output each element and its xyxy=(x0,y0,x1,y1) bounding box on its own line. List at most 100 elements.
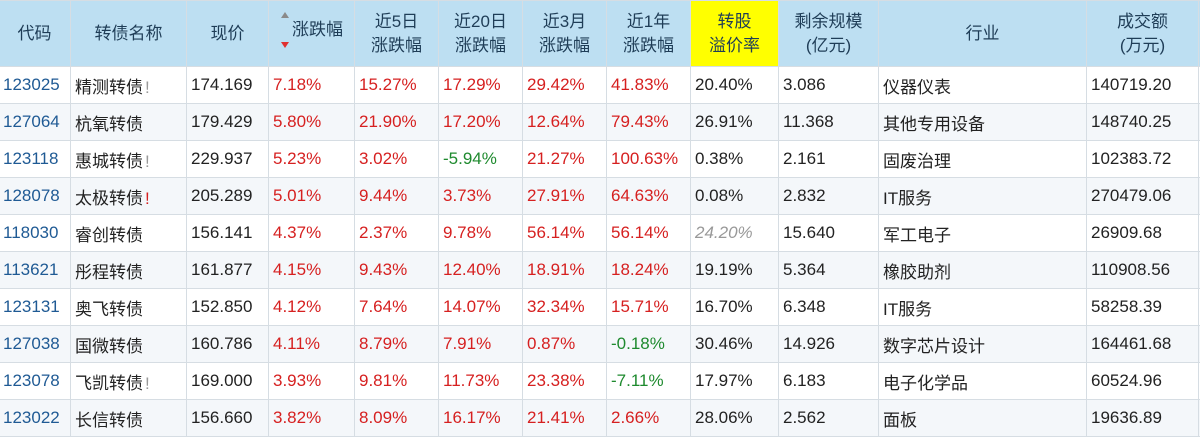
bond-chg3m: 18.91% xyxy=(522,251,607,289)
table-header-row: 代码 转债名称 现价 涨跌幅 近5日 涨跌幅 近20日 涨跌幅 近3月 涨跌幅 近1年… xyxy=(0,0,1200,67)
header-industry[interactable]: 行业 xyxy=(878,0,1087,67)
bond-chg1y: 18.24% xyxy=(606,251,691,289)
header-price-label: 现价 xyxy=(210,23,245,43)
sort-desc-icon xyxy=(280,10,290,50)
header-premium-line1: 转股 xyxy=(717,11,752,31)
bond-volume: 110908.56 xyxy=(1086,251,1199,289)
warning-flag-icon: ! xyxy=(145,77,150,97)
bond-price: 156.660 xyxy=(186,399,269,437)
header-price[interactable]: 现价 xyxy=(186,0,269,67)
bond-industry: IT服务 xyxy=(878,288,1087,326)
header-remaining[interactable]: 剩余规模 (亿元) xyxy=(778,0,879,67)
bond-code[interactable]: 123078 xyxy=(0,362,71,400)
bond-chg3m: 0.87% xyxy=(522,325,607,363)
bond-remaining: 14.926 xyxy=(778,325,879,363)
bond-chg3m: 32.34% xyxy=(522,288,607,326)
bond-name[interactable]: 彤程转债 xyxy=(70,251,187,289)
table-row[interactable]: 127038 国微转债 160.786 4.11% 8.79% 7.91% 0.87% -0.… xyxy=(0,325,1200,363)
warning-flag-icon: ! xyxy=(145,151,150,171)
bond-name[interactable]: 国微转债 xyxy=(70,325,187,363)
bond-chg5d: 21.90% xyxy=(354,103,439,141)
bond-chg3m: 27.91% xyxy=(522,177,607,215)
bond-name[interactable]: 惠城转债! xyxy=(70,140,187,178)
header-chg1y-line2: 涨跌幅 xyxy=(623,35,674,55)
table-row[interactable]: 128078 太极转债! 205.289 5.01% 9.44% 3.73% 27.91% 6… xyxy=(0,177,1200,215)
bond-remaining: 3.086 xyxy=(778,66,879,104)
bond-name-label: 杭氧转债 xyxy=(75,114,143,134)
bond-name[interactable]: 杭氧转债 xyxy=(70,103,187,141)
bond-remaining: 6.183 xyxy=(778,362,879,400)
bond-change: 3.93% xyxy=(268,362,355,400)
bond-code[interactable]: 127038 xyxy=(0,325,71,363)
bond-code[interactable]: 128078 xyxy=(0,177,71,215)
bond-chg1y: 56.14% xyxy=(606,214,691,252)
bond-premium: 20.40% xyxy=(690,66,779,104)
bond-name-label: 飞凯转债 xyxy=(75,373,143,393)
bond-chg3m: 29.42% xyxy=(522,66,607,104)
bond-premium: 24.20% xyxy=(690,214,779,252)
bond-industry: 橡胶助剂 xyxy=(878,251,1087,289)
bond-code[interactable]: 123022 xyxy=(0,399,71,437)
bond-name[interactable]: 飞凯转债! xyxy=(70,362,187,400)
header-chg3m[interactable]: 近3月涨跌幅 xyxy=(522,0,607,67)
bond-name[interactable]: 精测转债! xyxy=(70,66,187,104)
bond-name[interactable]: 奥飞转债 xyxy=(70,288,187,326)
bond-name[interactable]: 长信转债 xyxy=(70,399,187,437)
bond-change: 4.12% xyxy=(268,288,355,326)
table-row[interactable]: 123131 奥飞转债 152.850 4.12% 7.64% 14.07% 32.34% 1… xyxy=(0,288,1200,326)
table-row[interactable]: 123025 精测转债! 174.169 7.18% 15.27% 17.29% 29.42… xyxy=(0,66,1200,104)
bond-industry: 其他专用设备 xyxy=(878,103,1087,141)
bond-price: 229.937 xyxy=(186,140,269,178)
header-premium-line2: 溢价率 xyxy=(709,35,760,55)
bond-chg1y: -7.11% xyxy=(606,362,691,400)
bond-name-label: 太极转债 xyxy=(75,188,143,208)
header-volume[interactable]: 成交额 (万元) xyxy=(1086,0,1199,67)
bond-name[interactable]: 太极转债! xyxy=(70,177,187,215)
bond-code[interactable]: 123131 xyxy=(0,288,71,326)
bond-volume: 148740.25 xyxy=(1086,103,1199,141)
bond-chg5d: 8.79% xyxy=(354,325,439,363)
bond-chg1y: 15.71% xyxy=(606,288,691,326)
bond-code[interactable]: 127064 xyxy=(0,103,71,141)
table-row[interactable]: 118030 睿创转债 156.141 4.37% 2.37% 9.78% 56.14% 56… xyxy=(0,214,1200,252)
table-row[interactable]: 123022 长信转债 156.660 3.82% 8.09% 16.17% 21.41% 2… xyxy=(0,399,1200,437)
table-row[interactable]: 123118 惠城转债! 229.937 5.23% 3.02% -5.94% 21.27%… xyxy=(0,140,1200,178)
bond-chg3m: 21.41% xyxy=(522,399,607,437)
bond-change: 3.82% xyxy=(268,399,355,437)
bond-premium: 26.91% xyxy=(690,103,779,141)
header-change[interactable]: 涨跌幅 xyxy=(268,0,355,67)
bond-chg20d: 9.78% xyxy=(438,214,523,252)
bond-remaining: 2.832 xyxy=(778,177,879,215)
header-chg20d-line1: 近20日 xyxy=(454,11,507,31)
header-chg1y[interactable]: 近1年 涨跌幅 xyxy=(606,0,691,67)
header-chg3m-line1: 近3月 xyxy=(542,11,587,31)
bond-price: 161.877 xyxy=(186,251,269,289)
bond-chg5d: 3.02% xyxy=(354,140,439,178)
bond-code[interactable]: 123118 xyxy=(0,140,71,178)
table-row[interactable]: 113621 彤程转债 161.877 4.15% 9.43% 12.40% 18.91% 1… xyxy=(0,251,1200,289)
bond-price: 169.000 xyxy=(186,362,269,400)
bond-chg5d: 15.27% xyxy=(354,66,439,104)
header-name[interactable]: 转债名称 xyxy=(70,0,187,67)
header-chg5d-line2: 涨跌幅 xyxy=(371,35,422,55)
table-row[interactable]: 127064 杭氧转债 179.429 5.80% 21.90% 17.20% 12.64%… xyxy=(0,103,1200,141)
bond-code[interactable]: 113621 xyxy=(0,251,71,289)
header-code[interactable]: 代码 xyxy=(0,0,71,67)
bond-chg3m: 21.27% xyxy=(522,140,607,178)
bond-code[interactable]: 123025 xyxy=(0,66,71,104)
table-row[interactable]: 123078 飞凯转债! 169.000 3.93% 9.81% 11.73% 23.38%… xyxy=(0,362,1200,400)
bond-volume: 19636.89 xyxy=(1086,399,1199,437)
bond-volume: 270479.06 xyxy=(1086,177,1199,215)
header-volume-line2: (万元) xyxy=(1119,35,1166,55)
header-chg3m-line2: 涨跌幅 xyxy=(539,35,590,55)
header-chg20d[interactable]: 近20日 涨跌幅 xyxy=(438,0,523,67)
bond-chg5d: 9.81% xyxy=(354,362,439,400)
bond-industry: 电子化学品 xyxy=(878,362,1087,400)
bond-code[interactable]: 118030 xyxy=(0,214,71,252)
bond-volume: 140719.20 xyxy=(1086,66,1199,104)
bond-premium: 0.08% xyxy=(690,177,779,215)
header-premium[interactable]: 转股 溢价率 xyxy=(690,0,779,67)
bond-name[interactable]: 睿创转债 xyxy=(70,214,187,252)
header-chg5d[interactable]: 近5日 涨跌幅 xyxy=(354,0,439,67)
bond-price: 205.289 xyxy=(186,177,269,215)
